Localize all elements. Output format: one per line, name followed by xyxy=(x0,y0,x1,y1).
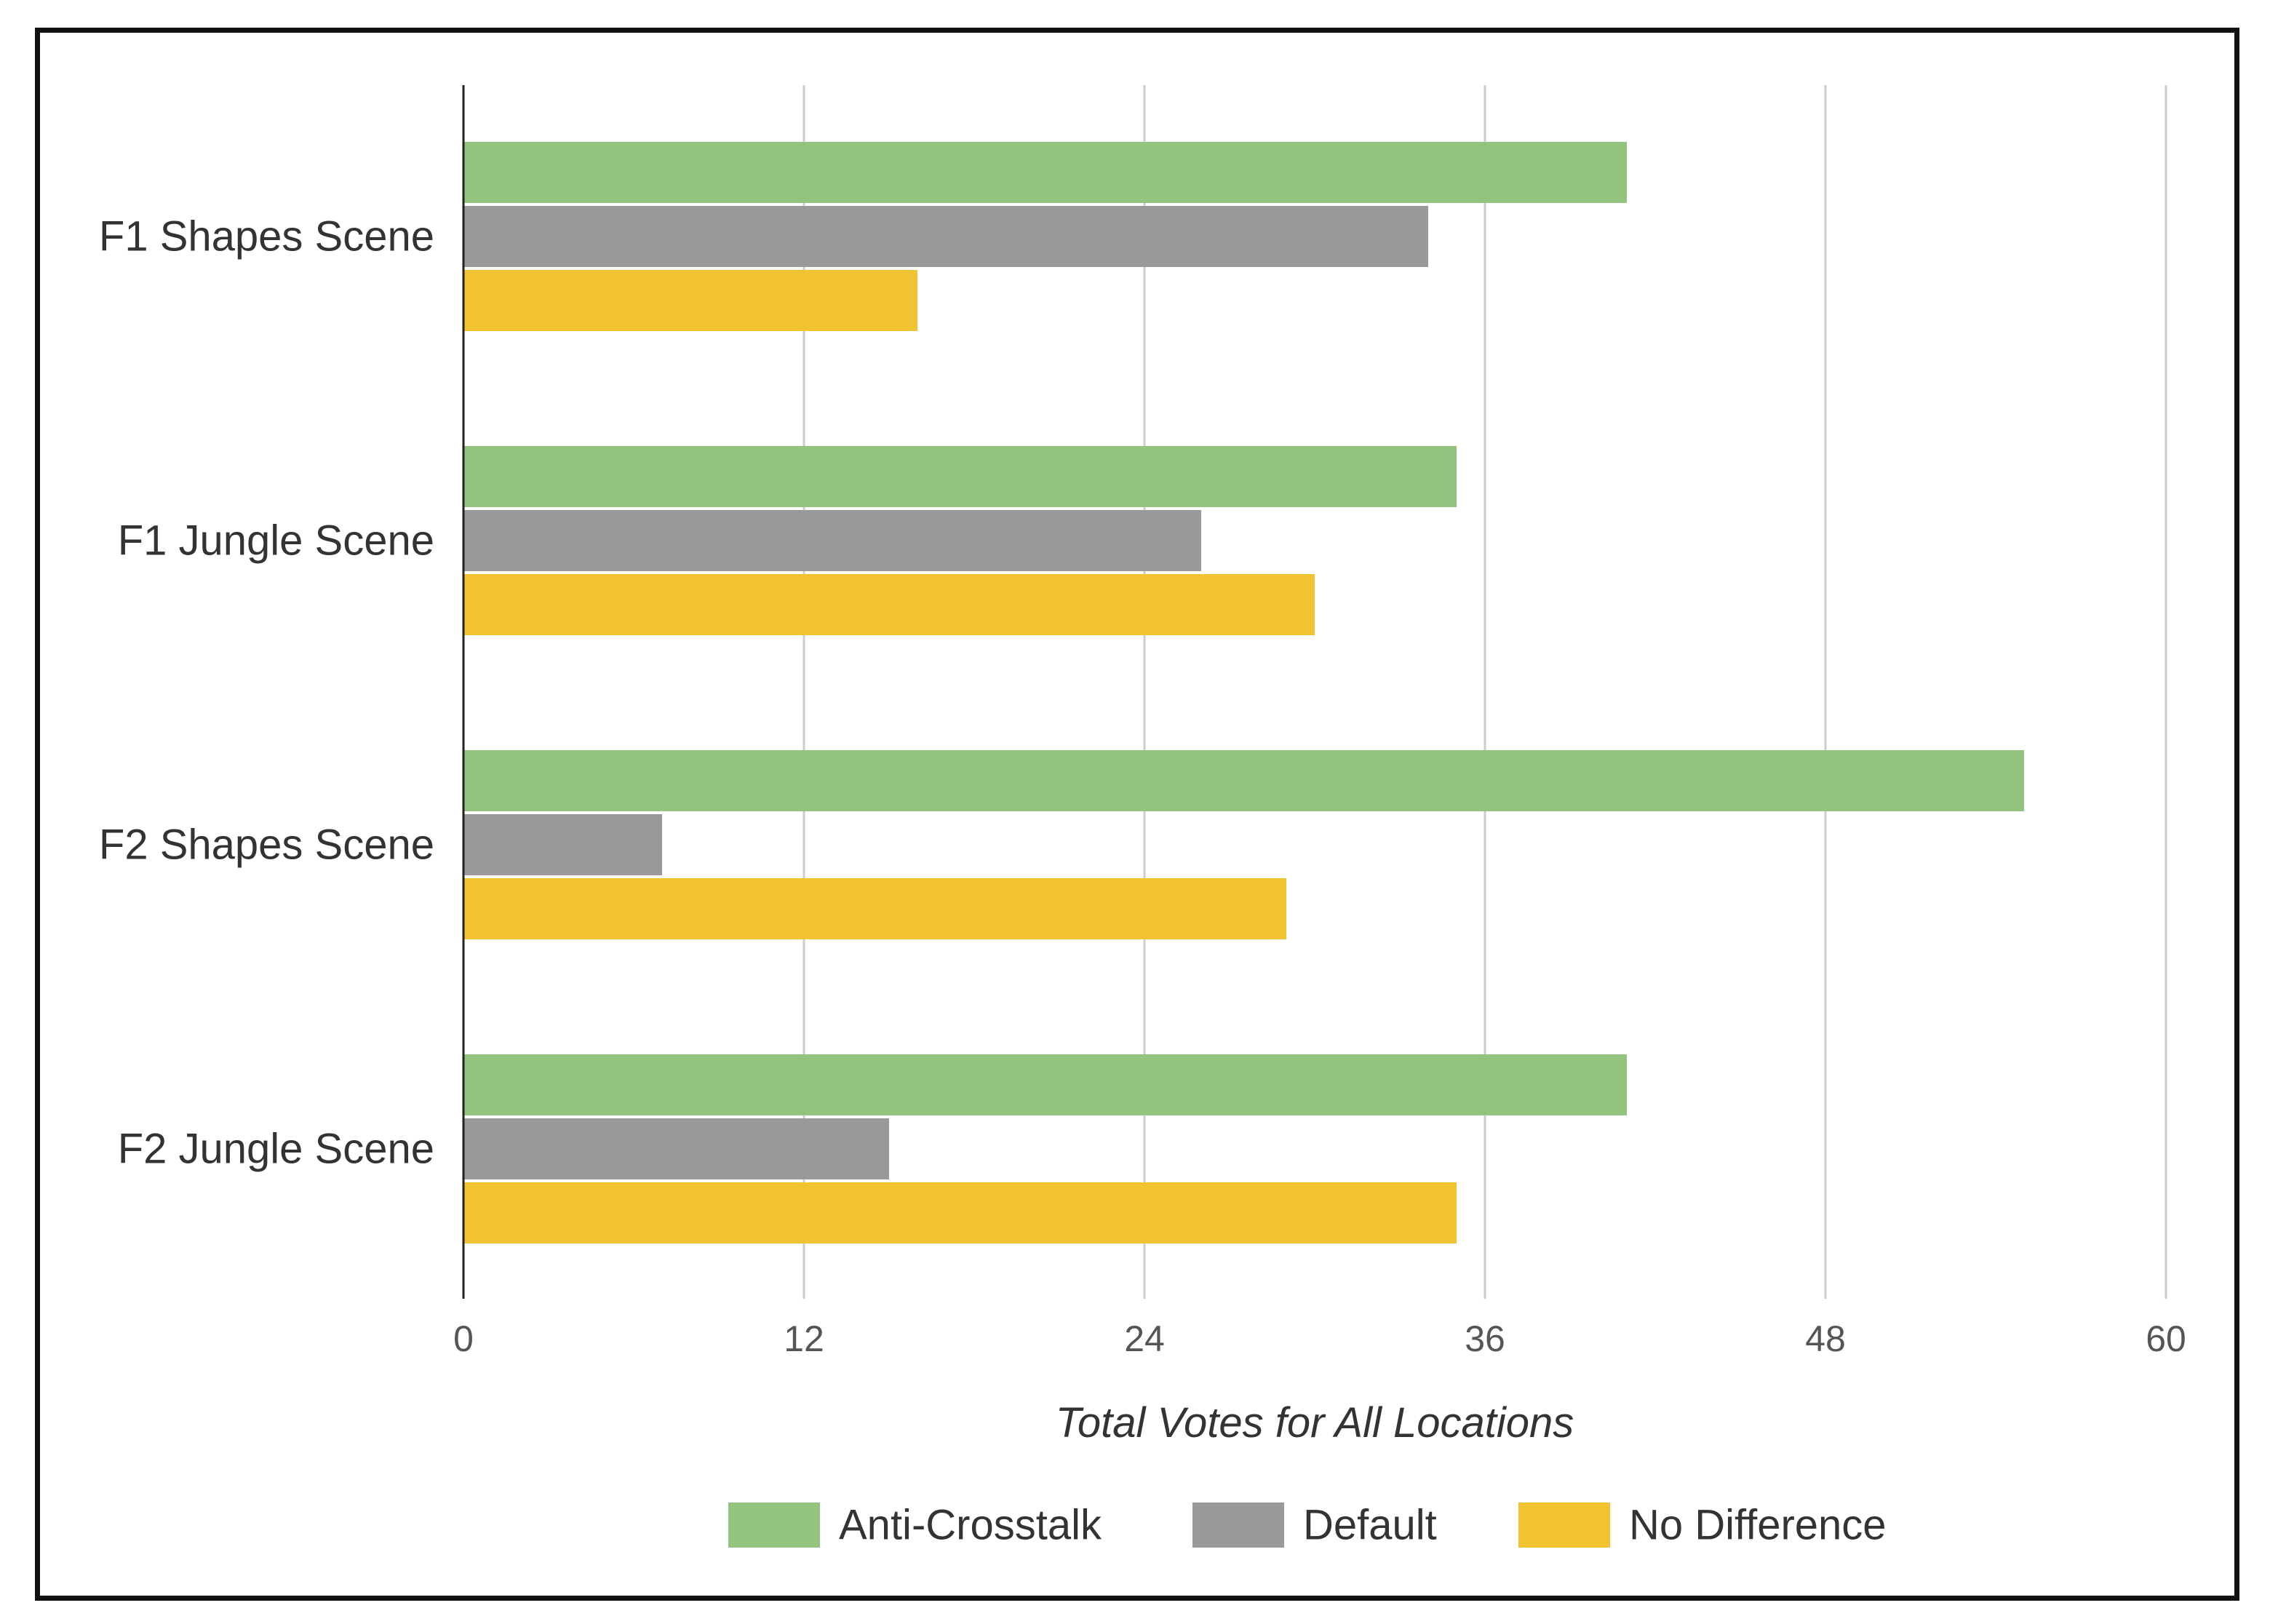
x-tick-label-60: 60 xyxy=(2146,1318,2186,1359)
legend-swatch-no-difference xyxy=(1518,1502,1610,1548)
legend-label-no-difference: No Difference xyxy=(1629,1502,1887,1549)
legend-swatch-default xyxy=(1192,1502,1284,1548)
category-labels: F1 Shapes Scene F1 Jungle Scene F2 Shapes … xyxy=(99,213,434,1173)
bar-f2-shapes-scene-no-difference xyxy=(463,878,1286,939)
category-label-f1-jungle-scene: F1 Jungle Scene xyxy=(118,517,434,565)
bar-f1-jungle-scene-anti-crosstalk xyxy=(463,446,1457,507)
x-axis-title: Total Votes for All Locations xyxy=(1056,1399,1574,1446)
category-label-f2-shapes-scene: F2 Shapes Scene xyxy=(99,821,434,869)
bars xyxy=(463,142,2024,1243)
x-tick-label-12: 12 xyxy=(784,1318,824,1359)
x-tick-label-0: 0 xyxy=(453,1318,474,1359)
bar-f2-jungle-scene-no-difference xyxy=(463,1182,1457,1243)
x-tick-label-36: 36 xyxy=(1465,1318,1505,1359)
chart-frame: F1 Shapes Scene F1 Jungle Scene F2 Shapes … xyxy=(35,28,2239,1601)
bar-f1-shapes-scene-anti-crosstalk xyxy=(463,142,1627,203)
legend-label-default: Default xyxy=(1303,1502,1437,1549)
chart-canvas: F1 Shapes Scene F1 Jungle Scene F2 Shapes … xyxy=(99,85,2186,1549)
legend-item-anti-crosstalk: Anti-Crosstalk xyxy=(728,1502,1102,1549)
bar-f2-shapes-scene-anti-crosstalk xyxy=(463,750,2024,811)
bar-f2-jungle-scene-anti-crosstalk xyxy=(463,1054,1627,1115)
legend-label-anti-crosstalk: Anti-Crosstalk xyxy=(839,1502,1102,1549)
bar-f1-jungle-scene-no-difference xyxy=(463,574,1315,635)
grid-lines xyxy=(803,85,2167,1299)
bar-f1-shapes-scene-no-difference xyxy=(463,270,917,331)
category-label-f2-jungle-scene: F2 Jungle Scene xyxy=(118,1126,434,1173)
legend-item-default: Default xyxy=(1192,1502,1437,1549)
bar-f1-shapes-scene-default xyxy=(463,206,1428,267)
bar-f2-shapes-scene-default xyxy=(463,814,662,875)
category-label-f1-shapes-scene: F1 Shapes Scene xyxy=(99,213,434,260)
bar-f1-jungle-scene-default xyxy=(463,510,1201,571)
x-tick-label-48: 48 xyxy=(1805,1318,1846,1359)
bar-f2-jungle-scene-default xyxy=(463,1118,889,1179)
legend: Anti-Crosstalk Default No Difference xyxy=(728,1502,1887,1549)
x-tick-labels: 0 12 24 36 48 60 xyxy=(453,1318,2186,1359)
x-tick-label-24: 24 xyxy=(1124,1318,1165,1359)
legend-item-no-difference: No Difference xyxy=(1518,1502,1887,1549)
legend-swatch-anti-crosstalk xyxy=(728,1502,820,1548)
